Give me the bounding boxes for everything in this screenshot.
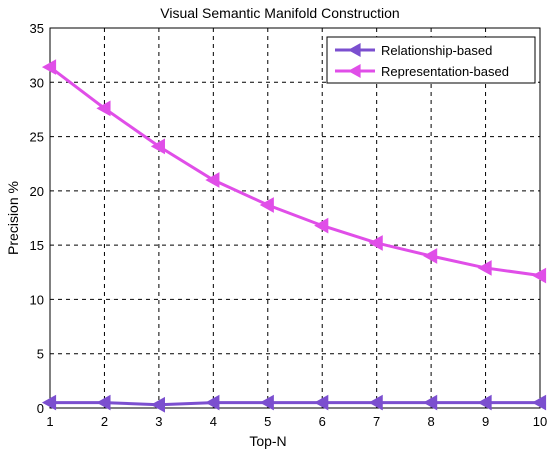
data-point-marker <box>531 394 547 411</box>
series-1 <box>41 394 547 413</box>
series-line <box>49 65 541 278</box>
data-point-marker <box>259 197 274 213</box>
data-point-marker <box>41 59 57 75</box>
data-point-marker <box>205 394 220 411</box>
data-point-marker <box>423 248 438 264</box>
data-point-marker <box>96 394 111 411</box>
grid-lines <box>50 28 540 408</box>
y-tick-label: 20 <box>30 184 44 199</box>
data-point-marker <box>150 396 165 413</box>
y-tick-label: 30 <box>30 75 44 90</box>
data-point-marker <box>423 394 438 411</box>
x-axis-label: Top-N <box>249 433 286 449</box>
y-tick-label: 0 <box>37 401 44 416</box>
series-group <box>41 59 547 413</box>
x-tick-label: 9 <box>482 414 489 429</box>
legend-label: Relationship-based <box>381 43 492 58</box>
x-tick-label: 1 <box>46 414 53 429</box>
plot-area <box>49 27 541 409</box>
data-point-marker <box>314 394 329 411</box>
x-tick-label: 3 <box>155 414 162 429</box>
data-point-marker <box>368 235 383 251</box>
x-tick-label: 4 <box>210 414 217 429</box>
x-tick-label: 10 <box>533 414 547 429</box>
data-point-marker <box>205 172 220 188</box>
data-point-marker <box>96 100 111 117</box>
y-tick-label: 35 <box>30 21 44 36</box>
y-tick-label: 10 <box>30 292 44 307</box>
legend-swatch-marker <box>348 64 361 78</box>
y-tick-label: 25 <box>30 130 44 145</box>
legend: Relationship-based Representation-based <box>326 36 536 84</box>
chart-title: Visual Semantic Manifold Construction <box>160 5 399 21</box>
data-point-marker <box>41 394 57 411</box>
y-tick-label: 15 <box>30 238 44 253</box>
data-point-marker <box>150 138 165 155</box>
x-tick-label: 5 <box>264 414 271 429</box>
data-point-marker <box>368 394 383 411</box>
x-tick-label: 6 <box>319 414 326 429</box>
y-tick-label: 5 <box>37 347 44 362</box>
data-point-marker <box>477 260 492 276</box>
x-tick-label: 8 <box>427 414 434 429</box>
axis-ticks: 1 2 3 4 5 6 7 8 9 10 0 5 10 15 20 25 30 35 <box>30 21 548 429</box>
legend-label: Representation-based <box>381 64 509 79</box>
data-point-marker <box>531 267 547 284</box>
series-line <box>50 401 540 407</box>
y-axis-label: Precision % <box>5 181 21 255</box>
x-tick-label: 2 <box>101 414 108 429</box>
data-point-marker <box>314 217 329 234</box>
data-point-marker <box>477 394 492 411</box>
legend-box <box>326 36 536 84</box>
x-tick-label: 7 <box>373 414 380 429</box>
series-2 <box>41 59 547 284</box>
legend-swatch-marker <box>348 43 361 57</box>
data-point-marker <box>259 394 274 411</box>
